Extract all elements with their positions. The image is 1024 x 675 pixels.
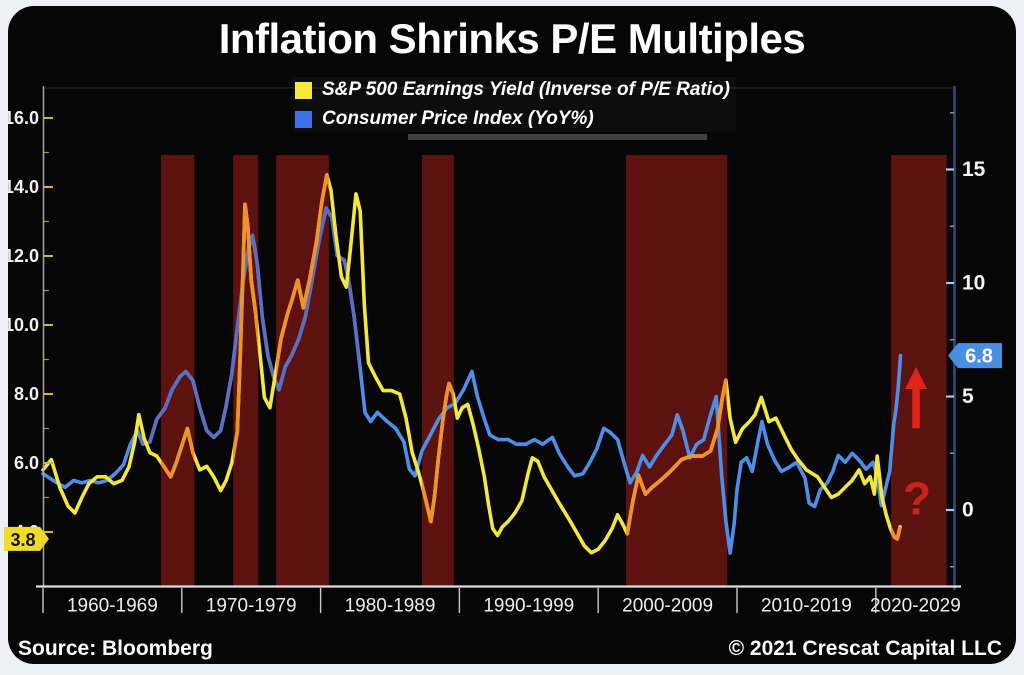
legend-item-earnings-yield: S&P 500 Earnings Yield (Inverse of P/E R… — [295, 79, 730, 101]
decade-label: 1960-1969 — [67, 596, 158, 617]
question-mark-annotation: ? — [903, 473, 931, 525]
left-axis-tick-label: 8.0 — [14, 384, 39, 404]
left-axis-tick-label: 12.0 — [4, 246, 39, 266]
cpi-line-seventies-overlay — [140, 206, 360, 447]
inflation-band — [626, 155, 728, 586]
left-axis-tick-label: 14.0 — [4, 177, 39, 197]
left-axis-tick-label: 6.0 — [14, 453, 39, 473]
current-earnings-yield-value: 3.8 — [10, 530, 35, 550]
left-axis-tick-label: 16.0 — [4, 108, 39, 128]
up-arrow-icon — [905, 366, 928, 389]
decade-label: 2010-2019 — [761, 596, 852, 617]
legend-item-cpi: Consumer Price Index (YoY%) — [295, 108, 730, 130]
right-axis-tick-label: 5 — [962, 385, 974, 408]
right-axis-tick-label: 0 — [962, 499, 974, 522]
decade-label: 1990-1999 — [483, 596, 574, 617]
inflation-band — [161, 155, 195, 586]
decade-label: 2000-2009 — [622, 596, 713, 617]
cpi-legend-label: Consumer Price Index (YoY%) — [322, 108, 594, 129]
legend: S&P 500 Earnings Yield (Inverse of P/E R… — [293, 77, 736, 132]
current-earnings-yield-tag — [4, 526, 49, 551]
legend-underline — [408, 134, 707, 140]
current-cpi-value: 6.8 — [965, 346, 993, 368]
earnings-yield-swatch — [295, 81, 312, 99]
right-axis-tick-label: 15 — [962, 158, 986, 181]
copyright-credit: © 2021 Crescat Capital LLC — [728, 637, 1002, 660]
decade-label: 1970-1979 — [206, 596, 297, 617]
decade-label: 2020-2029 — [870, 596, 961, 617]
chart-title: Inflation Shrinks P/E Multiples — [218, 15, 806, 62]
right-axis-tick-label: 10 — [962, 272, 985, 295]
source-credit: Source: Bloomberg — [18, 637, 213, 660]
cpi-swatch — [295, 110, 312, 128]
left-axis-tick-label: 10.0 — [4, 315, 39, 335]
earnings-yield-legend-label: S&P 500 Earnings Yield (Inverse of P/E R… — [322, 79, 730, 100]
decade-label: 1980-1989 — [345, 596, 436, 617]
inflation-band — [421, 155, 454, 586]
current-cpi-tag — [948, 343, 1002, 369]
